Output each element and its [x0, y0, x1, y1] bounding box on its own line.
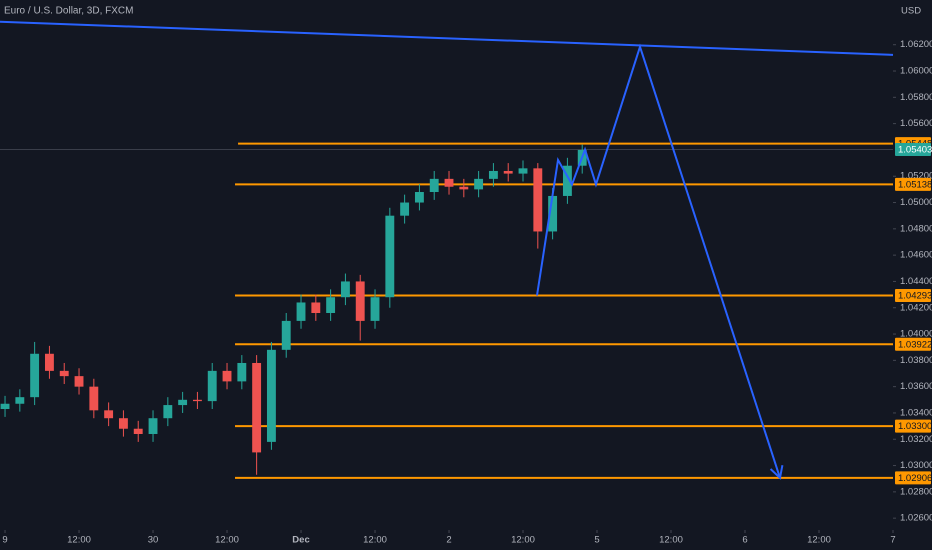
y-tick-label: 1.05000 [900, 197, 932, 208]
candle-body [385, 215, 395, 298]
candle-body [133, 428, 143, 434]
x-tick-label: 12:00 [659, 535, 683, 546]
candle-body [266, 349, 276, 442]
candle-body [59, 370, 69, 377]
level-label: 1.04293 [898, 291, 932, 302]
candle-body [459, 186, 469, 190]
x-tick-label: Dec [292, 535, 309, 546]
candle-body [326, 297, 336, 314]
y-tick-label: 1.06000 [900, 66, 932, 77]
candle-body [148, 418, 158, 434]
candle-body [533, 168, 543, 232]
candle-body [15, 397, 25, 404]
candle-body [89, 386, 99, 411]
candle-body [104, 410, 114, 419]
candle-body [518, 168, 528, 174]
candle-body [296, 302, 306, 321]
candle-body [163, 405, 173, 419]
candle-body [30, 353, 40, 398]
x-tick-label: 7 [890, 535, 895, 546]
y-tick-label: 1.04000 [900, 329, 932, 340]
candle-body [488, 170, 498, 179]
candle-body [355, 281, 365, 321]
chart-title: Euro / U.S. Dollar, 3D, FXCM [4, 6, 133, 17]
y-tick-label: 1.04600 [900, 250, 932, 261]
candle-body [548, 195, 558, 232]
candle-body [192, 399, 202, 402]
y-tick-label: 1.04400 [900, 276, 932, 287]
x-tick-label: 12:00 [511, 535, 535, 546]
y-tick-label: 1.02800 [900, 486, 932, 497]
y-tick-label: 1.03200 [900, 434, 932, 445]
candle-body [444, 178, 454, 187]
candle-body [340, 281, 350, 298]
projection-path [536, 43, 781, 479]
x-tick-label: 5 [594, 535, 599, 546]
x-tick-label: 30 [148, 535, 159, 546]
candle-body [429, 178, 439, 193]
candle-body [207, 370, 217, 402]
last-price-label-box [895, 143, 931, 157]
candle-body [414, 192, 424, 203]
level-label: 1.02906 [898, 473, 932, 484]
x-tick-label: 12:00 [215, 535, 239, 546]
x-tick-label: 6 [742, 535, 747, 546]
y-tick-label: 1.03000 [900, 460, 932, 471]
candle-body [0, 403, 10, 410]
level-label-box [895, 337, 931, 351]
y-tick-label: 1.05800 [900, 92, 932, 103]
x-tick-label: 12:00 [807, 535, 831, 546]
candle-body [503, 170, 513, 174]
level-label: 1.03300 [898, 421, 932, 432]
y-tick-label: 1.03400 [900, 407, 932, 418]
y-tick-label: 1.04800 [900, 223, 932, 234]
level-label-box [895, 289, 931, 303]
candle-body [400, 202, 410, 216]
level-label: 1.03922 [898, 339, 932, 350]
candle-body [474, 178, 484, 190]
candle-body [237, 362, 247, 382]
arrow-head [769, 464, 784, 480]
candle-body [178, 399, 188, 406]
y-tick-label: 1.04200 [900, 302, 932, 313]
level-label: 1.05138 [898, 179, 932, 190]
candle-body [74, 376, 84, 387]
candle-body [281, 320, 291, 350]
y-tick-label: 1.06200 [900, 39, 932, 50]
currency: USD [901, 6, 921, 17]
last-price-label: 1.05403 [898, 145, 932, 156]
x-tick-label: 12:00 [363, 535, 387, 546]
x-tick-label: 2 [446, 535, 451, 546]
level-label-box [895, 419, 931, 433]
x-tick-label: 9 [2, 535, 7, 546]
level-label-box [895, 177, 931, 191]
candle-body [252, 362, 262, 453]
candle-body [44, 353, 54, 371]
y-tick-label: 1.02600 [900, 513, 932, 524]
candle-body [311, 302, 321, 314]
candle-body [118, 418, 128, 429]
y-tick-label: 1.03600 [900, 381, 932, 392]
trendline [0, 20, 894, 56]
x-tick-label: 12:00 [67, 535, 91, 546]
candle-body [562, 165, 572, 196]
y-tick-label: 1.05200 [900, 171, 932, 182]
candle-body [370, 297, 380, 321]
y-tick-label: 1.05600 [900, 118, 932, 129]
candle-body [222, 370, 232, 382]
y-tick-label: 1.03800 [900, 355, 932, 366]
level-label-box [895, 471, 931, 485]
